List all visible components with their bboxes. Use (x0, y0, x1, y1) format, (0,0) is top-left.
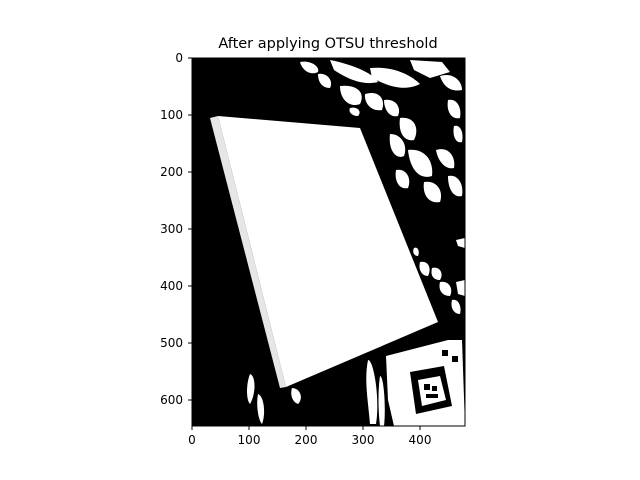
x-tick-labels: 0 100 200 300 400 (188, 433, 431, 447)
y-tick-label: 0 (175, 51, 183, 65)
y-tick-label: 300 (160, 222, 183, 236)
sheet-edge (210, 116, 286, 388)
y-tick-label: 100 (160, 108, 183, 122)
x-axis (191, 426, 421, 430)
bottom-left-clutter (247, 360, 385, 426)
axes-frame (191, 57, 466, 427)
white-sheet-region (218, 116, 438, 387)
y-tick-label: 200 (160, 165, 183, 179)
bottom-right-object (386, 340, 465, 426)
y-tick-label: 400 (160, 279, 183, 293)
y-tick-label: 500 (160, 336, 183, 350)
x-tick-label: 200 (295, 433, 318, 447)
y-axis (188, 57, 192, 401)
x-tick-label: 400 (409, 433, 432, 447)
figure-title: After applying OTSU threshold (218, 36, 437, 52)
y-tick-label: 600 (160, 393, 183, 407)
x-tick-label: 0 (188, 433, 196, 447)
background-clutter (300, 60, 465, 314)
x-tick-label: 300 (352, 433, 375, 447)
y-tick-labels: 0 100 200 300 400 500 600 (160, 51, 183, 407)
thresholded-image (192, 58, 465, 426)
x-tick-label: 100 (238, 433, 261, 447)
